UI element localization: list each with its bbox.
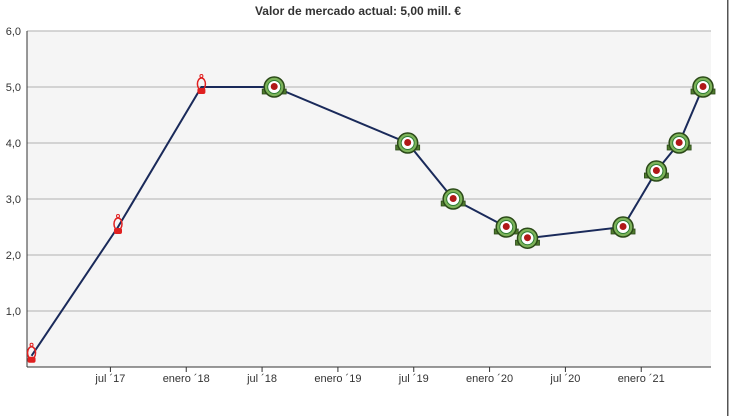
club-crest-red-top [115, 214, 120, 218]
x-tick-label: jul ´19 [398, 373, 429, 385]
data-point-marker [666, 132, 692, 154]
x-tick-label: enero ´19 [314, 373, 361, 385]
y-tick-label: 3,0 [6, 194, 21, 206]
club-crest-green-rose [502, 223, 510, 230]
chart-title: Valor de mercado actual: 5,00 mill. € [255, 4, 461, 18]
data-point-marker [26, 342, 37, 363]
club-crest-green-rose [652, 167, 660, 174]
data-point-marker [261, 76, 287, 98]
club-crest-red-top [29, 342, 34, 347]
marker-layer [26, 74, 716, 363]
x-tick-label: enero ´18 [163, 373, 210, 385]
club-crest-green-rose [675, 139, 683, 146]
club-crest-green-rose [619, 223, 627, 230]
club-crest-red-base [27, 356, 36, 363]
x-tick-label: enero ´20 [466, 373, 513, 385]
x-tick-label: enero ´21 [618, 373, 665, 385]
club-crest-green-rose [449, 195, 457, 202]
y-tick-label: 2,0 [6, 250, 21, 262]
grid-layer [27, 30, 711, 312]
axis-layer [26, 31, 711, 372]
y-tick-label: 5,0 [6, 82, 21, 94]
data-point-marker [113, 214, 123, 234]
x-tick-label: jul ´20 [549, 373, 580, 385]
x-tick-labels: jul ´17 enero ´18 jul ´18 enero ´19 jul ´19 e… [94, 373, 664, 385]
data-point-marker [644, 160, 669, 182]
club-crest-red-base [197, 88, 206, 94]
y-tick-label: 6,0 [6, 26, 21, 38]
club-crest-green-rose [404, 139, 412, 146]
club-crest-green-rose [270, 83, 278, 90]
y-tick-labels: 1,0 2,0 3,0 4,0 5,0 6,0 [6, 26, 21, 318]
x-tick-label: jul ´18 [246, 373, 277, 385]
data-point-marker [690, 76, 716, 98]
club-crest-green-rose [523, 234, 531, 242]
y-tick-label: 1,0 [6, 306, 21, 318]
data-point-marker [395, 132, 421, 154]
data-point-marker [515, 227, 540, 249]
data-point-marker [440, 188, 466, 210]
data-point-marker [493, 216, 519, 238]
y-tick-label: 4,0 [6, 138, 21, 150]
x-tick-label: jul ´17 [94, 373, 125, 385]
data-point-marker [196, 74, 207, 94]
data-point-marker [610, 216, 636, 238]
club-crest-red-base [113, 228, 122, 234]
club-crest-green-rose [699, 83, 707, 90]
frame-edge [727, 0, 729, 416]
club-crest-red-top [199, 74, 204, 78]
